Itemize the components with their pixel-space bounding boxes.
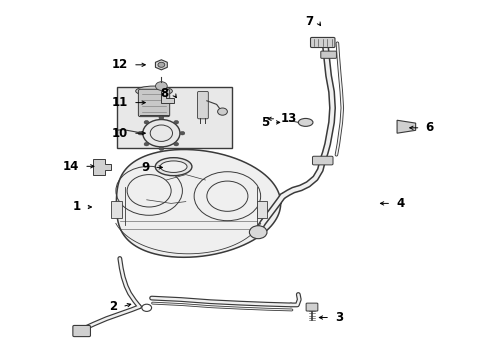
Text: 8: 8 (160, 87, 168, 100)
Polygon shape (396, 120, 415, 133)
Text: 10: 10 (112, 127, 128, 140)
Text: 13: 13 (281, 112, 297, 125)
Polygon shape (161, 91, 173, 103)
Circle shape (173, 142, 178, 146)
Text: 3: 3 (334, 311, 343, 324)
Text: 9: 9 (141, 161, 149, 174)
FancyBboxPatch shape (320, 51, 336, 58)
Text: 11: 11 (112, 96, 128, 109)
Text: 2: 2 (109, 300, 117, 313)
Circle shape (155, 82, 167, 90)
FancyBboxPatch shape (117, 87, 232, 148)
FancyBboxPatch shape (312, 156, 332, 165)
Circle shape (158, 62, 164, 67)
Circle shape (249, 226, 266, 239)
Ellipse shape (155, 158, 192, 176)
Text: 5: 5 (260, 116, 268, 129)
FancyBboxPatch shape (305, 303, 317, 311)
Text: 6: 6 (425, 121, 433, 134)
Polygon shape (93, 159, 111, 175)
Circle shape (173, 121, 178, 124)
FancyBboxPatch shape (73, 325, 90, 337)
Ellipse shape (298, 118, 312, 126)
FancyBboxPatch shape (111, 201, 122, 218)
Polygon shape (116, 149, 280, 257)
Text: 12: 12 (112, 58, 128, 71)
Circle shape (138, 131, 142, 135)
Circle shape (217, 108, 227, 115)
Ellipse shape (160, 161, 186, 172)
Circle shape (180, 131, 184, 135)
Circle shape (144, 121, 149, 124)
Circle shape (159, 147, 163, 150)
FancyBboxPatch shape (197, 91, 208, 119)
Ellipse shape (136, 86, 172, 96)
FancyBboxPatch shape (310, 37, 334, 48)
Text: 1: 1 (72, 201, 81, 213)
Text: 4: 4 (395, 197, 404, 210)
FancyBboxPatch shape (138, 89, 169, 117)
Circle shape (144, 142, 149, 146)
Circle shape (159, 116, 163, 120)
FancyBboxPatch shape (256, 201, 267, 218)
Text: 7: 7 (304, 15, 312, 28)
Text: 14: 14 (63, 160, 79, 173)
